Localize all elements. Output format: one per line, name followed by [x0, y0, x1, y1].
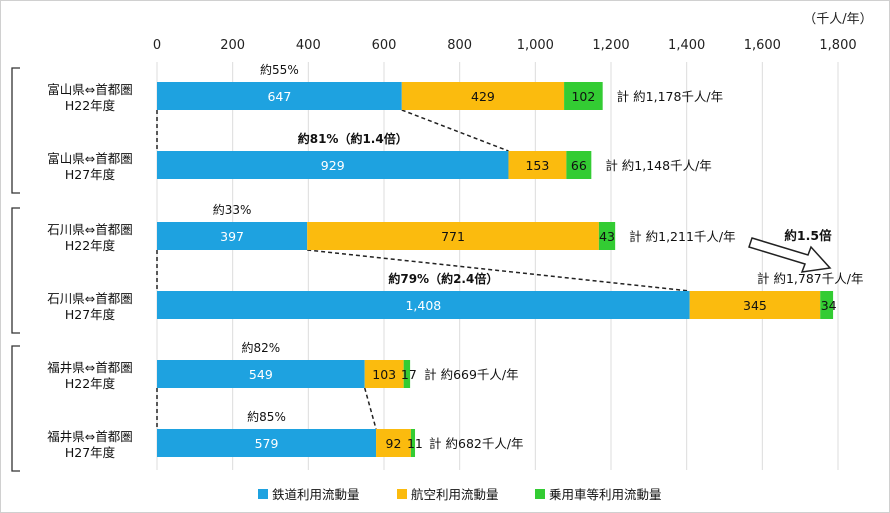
data-label: 345	[743, 298, 767, 313]
growth-arrow: 約1.5倍	[748, 228, 832, 273]
category-label-line1: 富山県⇔首都圏	[47, 82, 132, 97]
growth-arrow-shape	[748, 237, 832, 273]
legend-swatch	[397, 489, 407, 499]
growth-annotation: 約1.5倍	[784, 228, 832, 243]
bars	[157, 82, 834, 457]
total-label: 計 約1,148千人/年	[605, 158, 711, 173]
data-label: 153	[525, 158, 549, 173]
x-tick-label: 800	[447, 38, 472, 53]
category-label-line2: H27年度	[65, 307, 116, 322]
data-label: 102	[571, 89, 595, 104]
connector-rail	[401, 109, 509, 152]
rail-share-label: 約79%（約2.4倍）	[388, 271, 498, 286]
bar-segment	[157, 360, 365, 388]
data-label: 66	[571, 158, 587, 173]
data-label: 429	[471, 89, 495, 104]
bar-segment	[598, 222, 616, 250]
x-tick-label: 200	[220, 38, 245, 53]
connector-rail	[363, 387, 377, 430]
data-label: 1,408	[405, 298, 441, 313]
total-label: 計 約669千人/年	[424, 367, 519, 382]
category-label-line1: 福井県⇔首都圏	[47, 360, 132, 375]
comparison-connectors	[156, 109, 690, 430]
bar-segment	[157, 222, 308, 250]
legend: 鉄道利用流動量 航空利用流動量 乗用車等利用流動量	[258, 487, 662, 502]
data-label: 103	[372, 367, 396, 382]
group-brackets	[11, 67, 20, 472]
legend-label: 乗用車等利用流動量	[549, 487, 662, 502]
data-label: 34	[821, 298, 837, 313]
legend-label: 航空利用流動量	[411, 487, 499, 502]
category-label-line2: H22年度	[65, 376, 116, 391]
rail-share-label: 約81%（約1.4倍）	[298, 131, 408, 146]
x-tick-label: 1,000	[517, 38, 554, 53]
x-axis-ticks: 0 200 400 600 800 1,000 1,200 1,400 1,600 1,800	[153, 38, 857, 53]
connector-rail	[307, 249, 690, 292]
x-tick-label: 1,400	[668, 38, 705, 53]
bar-segment	[364, 360, 404, 388]
data-label: 43	[599, 229, 615, 244]
legend-swatch	[258, 489, 268, 499]
category-label-line1: 福井県⇔首都圏	[47, 429, 132, 444]
bar-segment	[820, 291, 834, 319]
data-label: 579	[255, 436, 279, 451]
data-label: 397	[220, 229, 244, 244]
x-tick-label: 600	[372, 38, 397, 53]
bar-segment	[410, 429, 416, 457]
bar-segment	[564, 82, 603, 110]
bar-segment	[566, 151, 592, 179]
bar-segment	[307, 222, 599, 250]
x-tick-label: 1,800	[819, 38, 856, 53]
total-label: 計 約1,787千人/年	[757, 271, 863, 286]
category-label-line2: H22年度	[65, 98, 116, 113]
rail-share-label: 約82%	[242, 340, 281, 355]
data-label: 11	[407, 436, 423, 451]
bar-segment	[157, 82, 402, 110]
unit-label: （千人/年）	[803, 12, 872, 27]
data-label: 771	[441, 229, 465, 244]
legend-swatch	[535, 489, 545, 499]
total-label: 計 約1,178千人/年	[617, 89, 723, 104]
x-tick-label: 400	[296, 38, 321, 53]
data-label: 929	[321, 158, 345, 173]
category-labels: 富山県⇔首都圏H22年度富山県⇔首都圏H27年度石川県⇔首都圏H22年度石川県⇔…	[47, 82, 132, 460]
data-label: 17	[401, 367, 417, 382]
bar-segment	[401, 82, 565, 110]
bar-segment	[689, 291, 821, 319]
bar-segment	[157, 291, 690, 319]
category-label-line1: 石川県⇔首都圏	[47, 222, 132, 237]
rail-share-label: 約55%	[260, 62, 299, 77]
category-label-line2: H22年度	[65, 238, 116, 253]
rail-share-label: 約33%	[213, 202, 252, 217]
rail-share-label: 約85%	[247, 409, 286, 424]
bar-segment	[157, 429, 377, 457]
group-bracket	[11, 345, 20, 472]
category-label-line2: H27年度	[65, 167, 116, 182]
category-label-line1: 富山県⇔首都圏	[47, 151, 132, 166]
data-labels: 647 429 102 計 約1,178千人/年 約55% 929 153 66 計 約1,14…	[213, 62, 864, 451]
bar-segment	[403, 360, 411, 388]
bar-segment	[376, 429, 411, 457]
x-tick-label: 0	[153, 38, 161, 53]
total-label: 計 約682千人/年	[429, 436, 524, 451]
total-label: 計 約1,211千人/年	[629, 229, 735, 244]
x-tick-label: 1,600	[744, 38, 781, 53]
category-label-line1: 石川県⇔首都圏	[47, 291, 132, 306]
data-label: 647	[267, 89, 291, 104]
bar-segment	[157, 151, 509, 179]
group-bracket	[11, 207, 20, 334]
data-label: 549	[249, 367, 273, 382]
group-bracket	[11, 67, 20, 194]
data-label: 92	[386, 436, 402, 451]
legend-label: 鉄道利用流動量	[272, 487, 360, 502]
bar-segment	[508, 151, 567, 179]
category-label-line2: H27年度	[65, 445, 116, 460]
x-tick-label: 1,200	[592, 38, 629, 53]
